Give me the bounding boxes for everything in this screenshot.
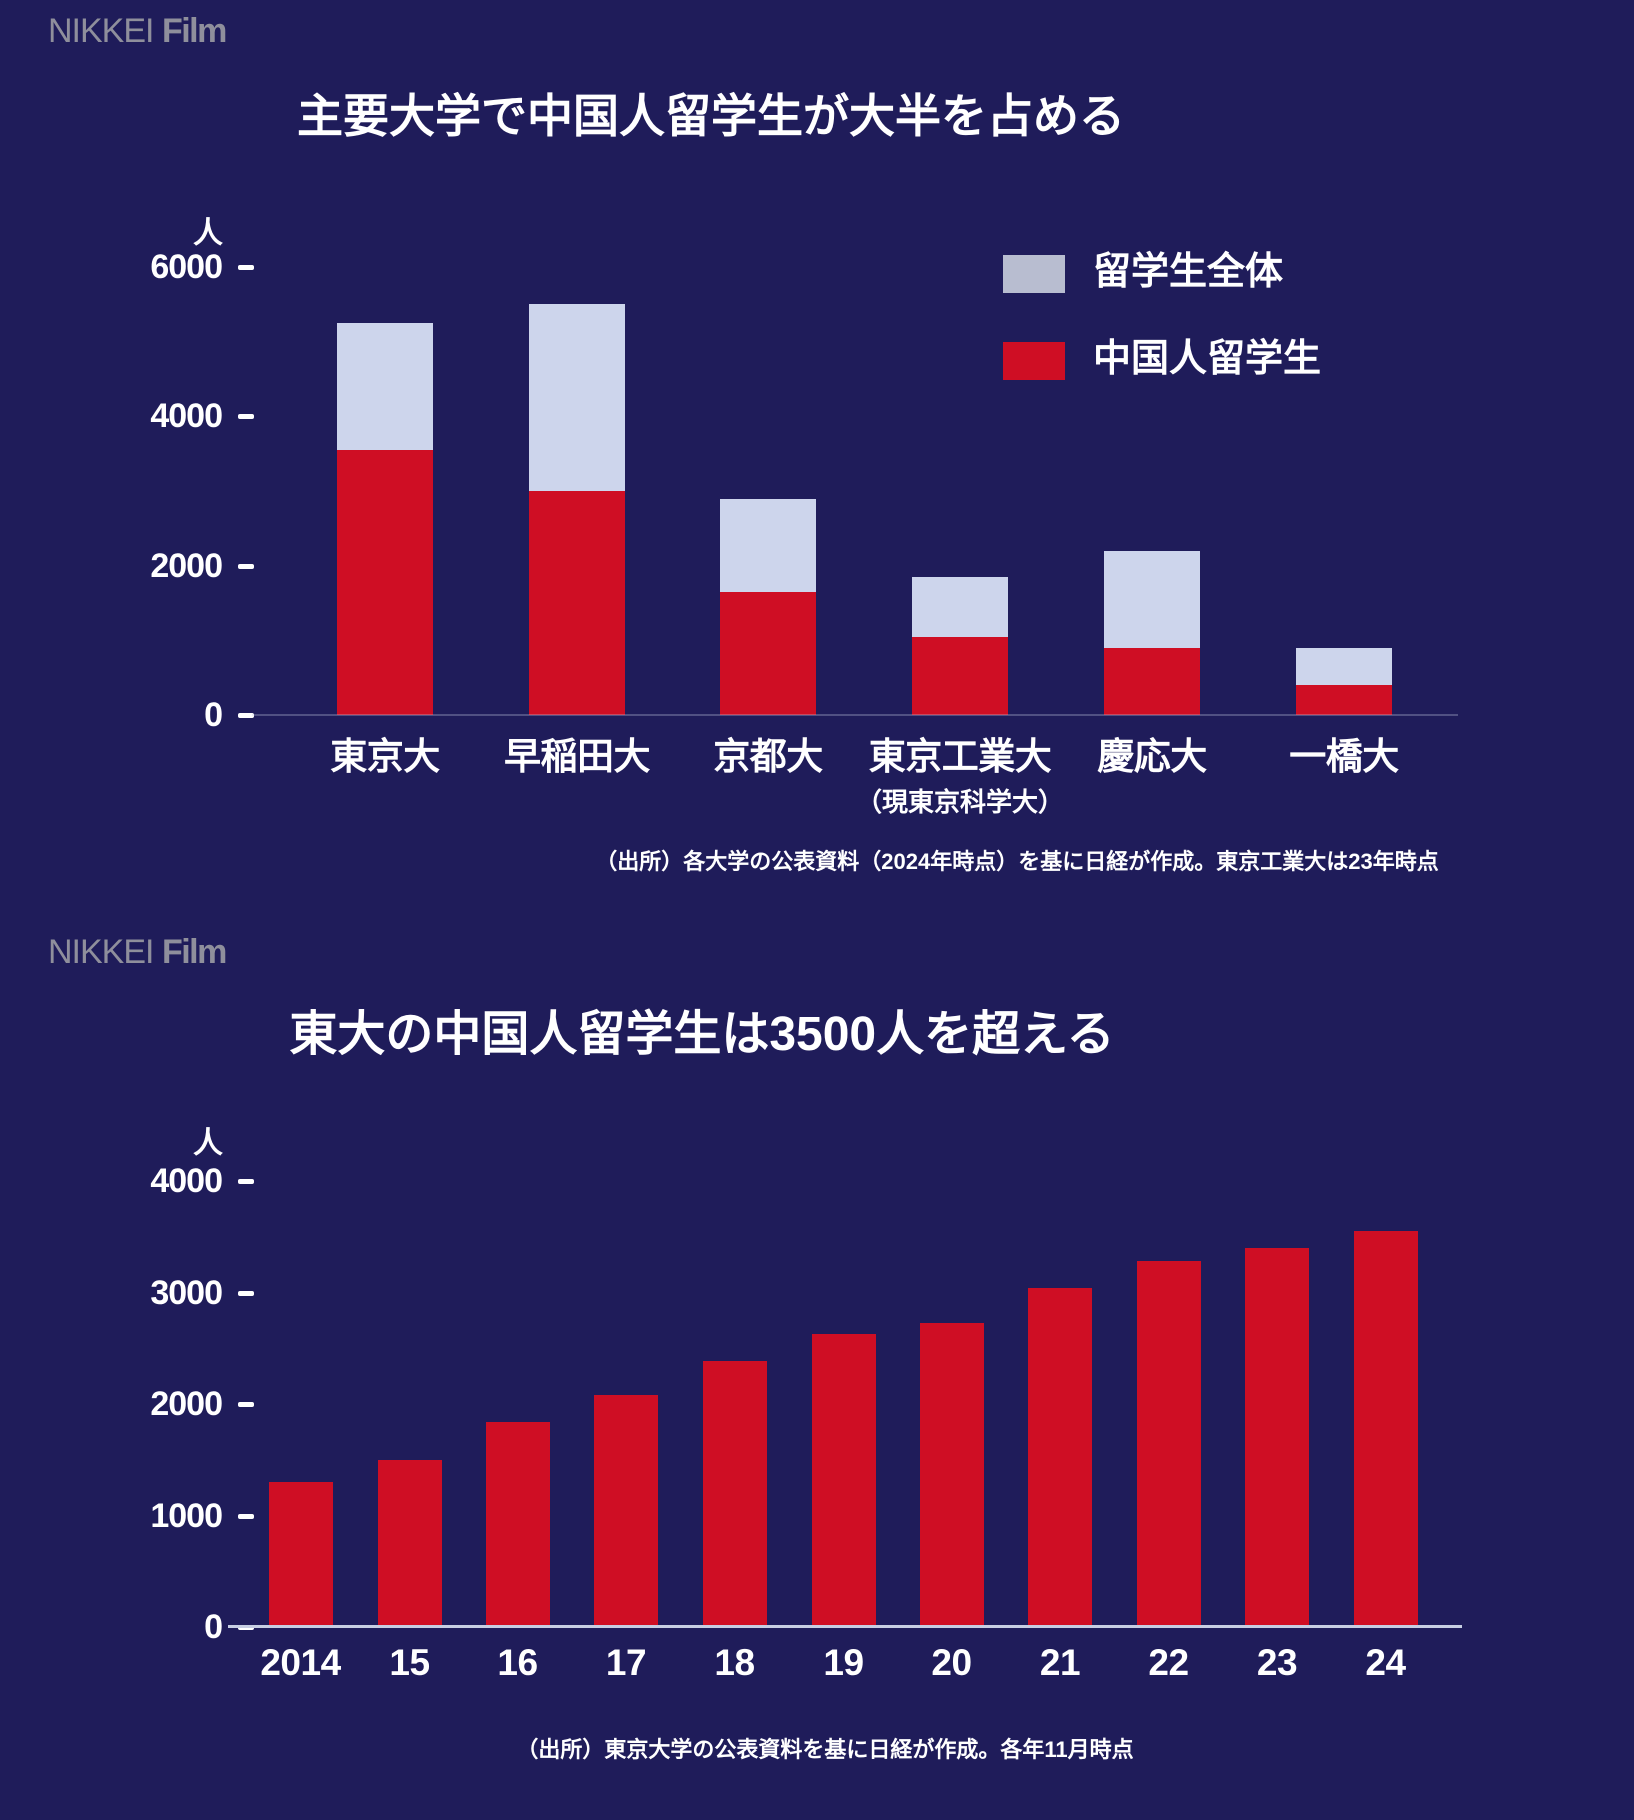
chinese-students-bar-segment	[1104, 648, 1200, 715]
x-tick-label: 20	[931, 1642, 972, 1683]
chart1-title: 主要大学で中国人留学生が大半を占める	[297, 90, 1125, 142]
x-tick-label: 21	[1039, 1642, 1081, 1683]
y-tick-dash	[238, 1402, 254, 1407]
total-students-bar	[529, 304, 625, 715]
chinese-students-bar	[378, 1460, 442, 1627]
chart2-baseline	[228, 1625, 1462, 1628]
x-tick-label: 一橋大	[1289, 736, 1399, 777]
y-tick-label: 1000	[150, 1496, 223, 1535]
chinese-students-bar	[703, 1361, 767, 1627]
x-tick-label: 19	[823, 1642, 864, 1683]
legend-swatch-chinese-students	[1003, 342, 1065, 380]
x-tick-label: 15	[389, 1642, 430, 1683]
x-tick-label: 東京工業大	[868, 736, 1052, 777]
chinese-students-bar	[1245, 1248, 1309, 1627]
x-tick-label: 23	[1256, 1642, 1298, 1683]
legend-label-chinese-students: 中国人留学生	[1093, 338, 1322, 380]
film-logo-text-2: Film	[161, 933, 227, 971]
x-tick-label: 22	[1148, 1642, 1189, 1683]
y-tick-label: 0	[204, 1608, 223, 1646]
y-tick-label: 6000	[150, 248, 223, 287]
chart2-unit-label: 人	[193, 1127, 223, 1160]
chart1-unit-label: 人	[193, 217, 223, 250]
x-tick-sub-label: （現東京科学大）	[855, 787, 1064, 817]
y-tick-dash	[238, 563, 254, 569]
x-tick-label: 16	[497, 1642, 538, 1683]
chinese-students-bar	[1354, 1231, 1418, 1627]
y-tick-dash	[238, 414, 254, 420]
total-students-bar	[720, 499, 816, 715]
y-tick-label: 0	[204, 696, 223, 734]
chinese-students-bar	[920, 1323, 984, 1627]
x-tick-label: 慶応大	[1097, 736, 1207, 777]
chinese-students-bar	[594, 1395, 658, 1627]
y-tick-label: 2000	[150, 1385, 223, 1423]
x-tick-label: 18	[714, 1642, 755, 1683]
x-tick-label: 東京大	[330, 736, 440, 777]
x-tick-label: 2014	[260, 1642, 341, 1683]
x-tick-label: 24	[1365, 1642, 1406, 1683]
chinese-students-bar-segment	[1296, 685, 1392, 715]
legend-swatch-total-students	[1003, 255, 1065, 293]
chinese-students-bar-segment	[337, 450, 433, 715]
y-tick-label: 2000	[150, 546, 223, 585]
total-students-bar	[1104, 551, 1200, 715]
chinese-students-bar	[812, 1334, 876, 1627]
chinese-students-bar	[269, 1482, 333, 1627]
nikkei-logo-text-2: NIKKEI	[48, 933, 154, 971]
y-tick-dash	[238, 1513, 254, 1519]
chart2-source-note: （出所）東京大学の公表資料を基に日経が作成。各年11月時点	[516, 1737, 1134, 1762]
y-tick-dash	[238, 1290, 254, 1296]
nikkei-film-logo-2: NIKKEI Film	[48, 933, 227, 972]
total-students-bar	[1296, 648, 1392, 715]
y-tick-dash	[238, 265, 254, 271]
chinese-students-bar	[1137, 1261, 1201, 1627]
chinese-students-bar	[1028, 1288, 1092, 1627]
chinese-students-bar-segment	[529, 491, 625, 715]
x-tick-label: 京都大	[713, 736, 823, 777]
y-tick-dash	[238, 713, 254, 718]
chinese-students-bar-segment	[720, 592, 816, 715]
total-students-bar	[912, 577, 1008, 715]
y-tick-label: 3000	[150, 1273, 223, 1312]
y-tick-label: 4000	[150, 397, 223, 436]
x-tick-label: 17	[605, 1642, 647, 1683]
chart1-source-note: （出所）各大学の公表資料（2024年時点）を基に日経が作成。東京工業大は23年時…	[595, 849, 1439, 874]
nikkei-logo-text: NIKKEI	[48, 12, 154, 50]
nikkei-film-logo: NIKKEI Film	[48, 12, 227, 51]
chart1-baseline	[252, 714, 1458, 716]
chart2-title: 東大の中国人留学生は3500人を超える	[289, 1008, 1115, 1061]
chinese-students-bar	[486, 1422, 550, 1627]
y-tick-dash	[238, 1179, 254, 1184]
film-logo-text: Film	[161, 12, 227, 50]
chinese-students-bar-segment	[912, 637, 1008, 715]
legend-label-total-students: 留学生全体	[1093, 251, 1284, 293]
x-tick-label: 早稲田大	[504, 736, 651, 777]
y-tick-label: 4000	[150, 1162, 223, 1200]
total-students-bar	[337, 323, 433, 715]
